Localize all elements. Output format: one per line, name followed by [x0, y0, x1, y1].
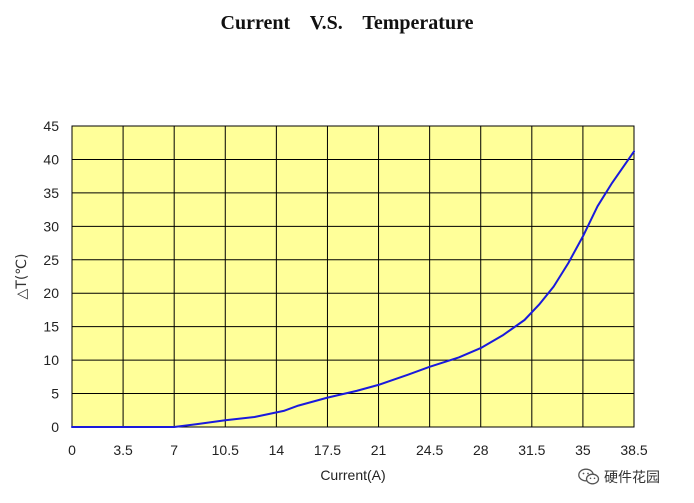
grid-lines [71, 125, 635, 428]
x-tick-label: 24.5 [416, 442, 443, 458]
x-tick-label: 10.5 [212, 442, 239, 458]
y-tick-labels: 0 5 10 15 20 25 30 35 40 45 [43, 118, 59, 435]
x-tick-label: 28 [473, 442, 489, 458]
watermark: 硬件花园 [578, 465, 660, 489]
x-tick-label: 17.5 [314, 442, 341, 458]
plot-area [71, 125, 635, 428]
y-tick-label: 0 [51, 419, 59, 435]
x-tick-label: 0 [68, 442, 76, 458]
y-tick-label: 40 [43, 151, 59, 167]
y-tick-label: 20 [43, 285, 59, 301]
watermark-text: 硬件花园 [604, 470, 660, 486]
x-tick-label: 35 [575, 442, 591, 458]
series-group [71, 150, 635, 428]
x-tick-label: 7 [170, 442, 178, 458]
y-axis-label: △T(℃) [14, 254, 30, 300]
y-tick-label: 45 [43, 118, 59, 134]
x-tick-labels: 0 3.5 7 10.5 14 17.5 21 24.5 28 31.5 35 38.5 [68, 442, 648, 458]
y-tick-label: 35 [43, 185, 59, 201]
x-tick-label: 38.5 [620, 442, 647, 458]
x-tick-label: 21 [371, 442, 387, 458]
x-axis-label: Current(A) [320, 467, 385, 483]
x-tick-label: 14 [269, 442, 285, 458]
chart-title: Current V.S. Temperature [220, 12, 474, 34]
x-tick-label: 31.5 [518, 442, 545, 458]
y-tick-label: 10 [43, 352, 59, 368]
series-line [71, 150, 635, 428]
x-tick-label: 3.5 [113, 442, 133, 458]
y-tick-label: 30 [43, 218, 59, 234]
y-tick-label: 25 [43, 252, 59, 268]
wechat-icon [578, 468, 600, 485]
y-tick-label: 5 [51, 386, 59, 402]
y-tick-label: 15 [43, 319, 59, 335]
